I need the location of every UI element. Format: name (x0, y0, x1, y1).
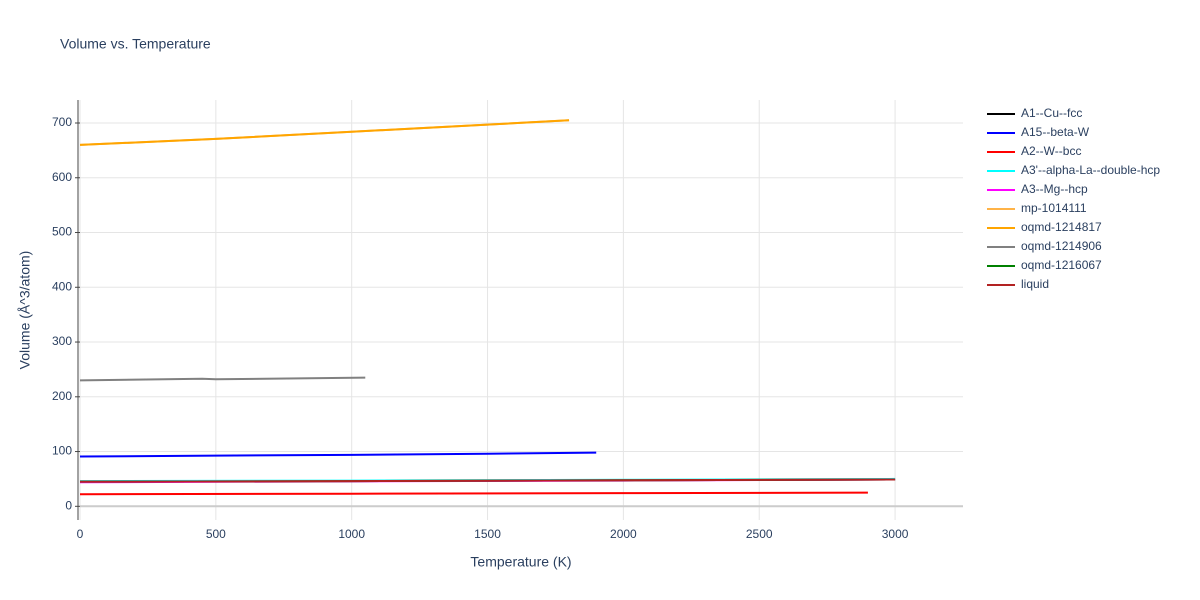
legend-label: oqmd-1216067 (1021, 258, 1102, 272)
legend-label: A3'--alpha-La--double-hcp (1021, 163, 1160, 177)
legend-label: oqmd-1214817 (1021, 220, 1102, 234)
y-axis-label: Volume (Å^3/atom) (17, 251, 33, 370)
y-tick-label: 0 (65, 498, 72, 512)
series-line (79, 119, 570, 146)
y-tick-label: 700 (52, 115, 72, 129)
legend-label: A3--Mg--hcp (1021, 182, 1088, 196)
series-line (79, 491, 868, 496)
y-tick-label: 100 (52, 444, 72, 458)
legend-label: oqmd-1214906 (1021, 239, 1102, 253)
legend-label: liquid (1021, 277, 1049, 291)
x-tick-label: 500 (206, 527, 226, 541)
series-line (79, 376, 366, 382)
legend-label: A1--Cu--fcc (1021, 106, 1082, 120)
chart-title: Volume vs. Temperature (60, 36, 211, 52)
y-tick-label: 300 (52, 334, 72, 348)
legend-label: A2--W--bcc (1021, 144, 1081, 158)
x-tick-label: 0 (77, 527, 84, 541)
y-tick-label: 200 (52, 389, 72, 403)
legend-label: A15--beta-W (1021, 125, 1090, 139)
x-tick-label: 2000 (610, 527, 637, 541)
x-tick-label: 1500 (474, 527, 501, 541)
x-tick-label: 3000 (882, 527, 909, 541)
series-line (79, 478, 896, 483)
y-tick-label: 600 (52, 170, 72, 184)
x-tick-label: 1000 (338, 527, 365, 541)
series-line (79, 451, 597, 458)
x-tick-label: 2500 (746, 527, 773, 541)
y-tick-label: 400 (52, 279, 72, 293)
x-axis-label: Temperature (K) (470, 554, 571, 570)
legend-label: mp-1014111 (1021, 201, 1087, 215)
y-tick-label: 500 (52, 225, 72, 239)
